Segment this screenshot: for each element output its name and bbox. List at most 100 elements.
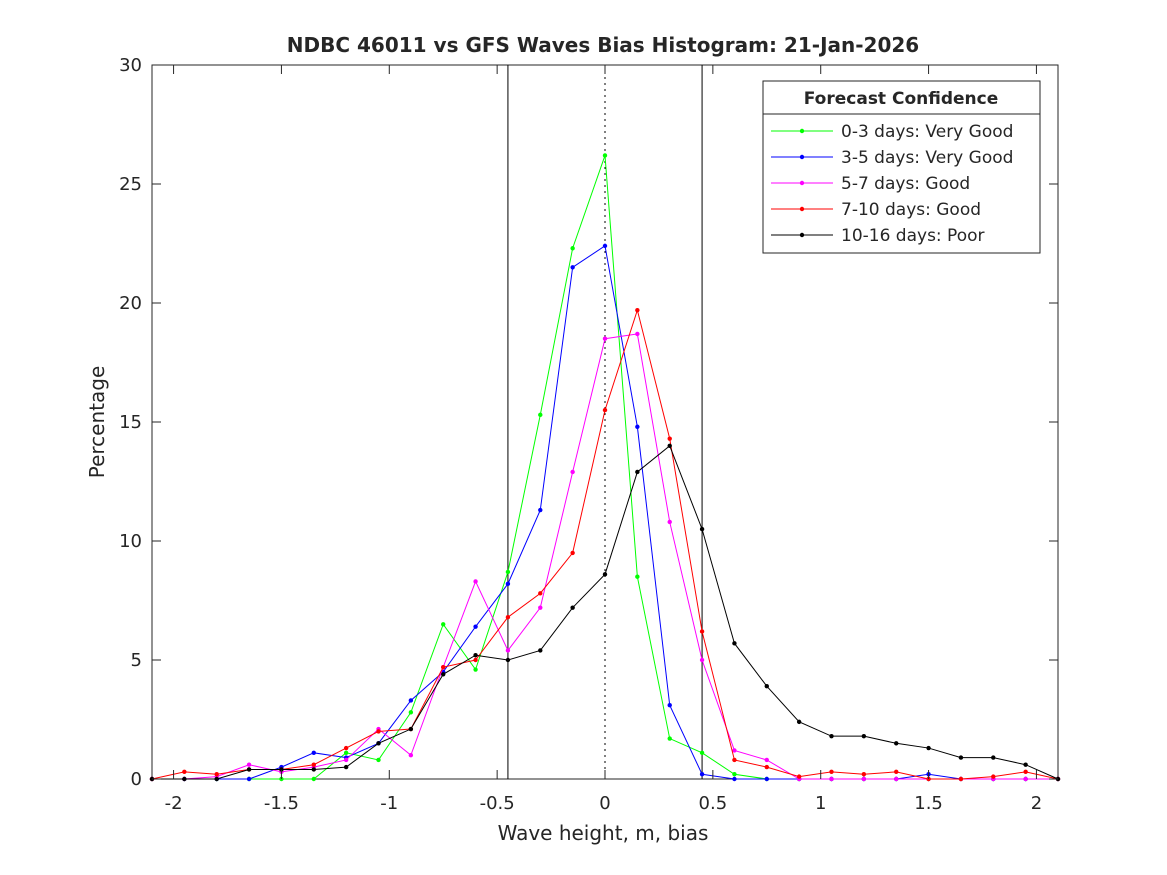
data-point [764, 764, 769, 770]
data-point [473, 624, 478, 629]
data-point [311, 776, 316, 782]
data-point [732, 757, 737, 763]
data-point [958, 776, 964, 782]
data-point [538, 648, 543, 653]
data-point [667, 519, 672, 525]
data-point [408, 698, 414, 703]
data-point [343, 764, 349, 770]
x-tick-label: 2 [1031, 793, 1042, 814]
y-tick-label: 5 [131, 650, 142, 671]
legend-label: 10-16 days: Poor [841, 226, 985, 246]
x-tick-label: 1 [815, 793, 826, 814]
x-tick-label: -1.5 [264, 793, 299, 814]
data-point [473, 653, 478, 658]
series-4 [149, 443, 1061, 782]
x-axis-label: Wave height, m, bias [498, 821, 709, 845]
legend-marker [799, 206, 805, 212]
data-point [246, 762, 252, 767]
y-axis-label: Percentage [85, 366, 109, 479]
legend-entry: 7-10 days: Good [771, 200, 981, 220]
legend-marker [799, 180, 805, 186]
x-tick-label: 1.5 [914, 793, 943, 814]
data-point [311, 762, 316, 767]
data-point [538, 591, 543, 596]
legend-box [762, 80, 1041, 254]
legend-label: 5-7 days: Good [841, 174, 970, 194]
x-tick-label: -2 [165, 793, 183, 814]
data-point [505, 648, 511, 653]
data-point [1023, 769, 1028, 775]
data-point [861, 776, 867, 782]
data-point [214, 772, 219, 777]
data-point [376, 741, 381, 746]
data-point [699, 750, 705, 756]
legend-label: 7-10 days: Good [841, 200, 981, 220]
y-tick-label: 25 [119, 174, 142, 195]
data-point [732, 748, 737, 753]
data-point [699, 526, 705, 532]
x-tick-label: -1 [380, 793, 398, 814]
data-point [505, 614, 511, 620]
y-tick-label: 30 [119, 55, 142, 76]
data-point [473, 667, 478, 672]
legend-marker [799, 128, 805, 134]
data-point [376, 729, 381, 734]
data-point [441, 622, 446, 627]
data-point [408, 710, 414, 715]
data-point [570, 550, 575, 556]
data-point [894, 741, 899, 746]
data-point [635, 574, 640, 579]
data-point [570, 265, 575, 270]
legend-entries: 0-3 days: Very Good 3-5 days: Very Good 5-… [771, 122, 1013, 246]
series-layer [149, 153, 1061, 782]
data-point [182, 769, 187, 775]
data-point [829, 776, 834, 782]
data-point [182, 776, 187, 782]
data-point [473, 579, 478, 584]
data-point [796, 774, 802, 779]
data-point [441, 672, 446, 677]
data-point [991, 774, 996, 779]
data-point [764, 776, 769, 782]
data-point [376, 757, 381, 763]
data-point [699, 772, 705, 777]
x-axis-ticks: -2 -1.5 -1 -0.5 0 0.5 1 1.5 2 [165, 65, 1042, 814]
data-point [667, 703, 672, 708]
data-point [343, 750, 349, 756]
data-point [408, 726, 414, 732]
legend-entry: 5-7 days: Good [771, 174, 970, 194]
data-point [991, 755, 996, 760]
data-point [1023, 762, 1028, 767]
data-point [602, 153, 608, 158]
data-point [602, 572, 608, 577]
data-point [829, 769, 834, 775]
data-point [732, 776, 737, 782]
data-point [602, 336, 608, 341]
y-axis-ticks: 0 5 10 15 20 25 30 [119, 55, 1058, 790]
data-point [602, 243, 608, 249]
legend-label: 0-3 days: Very Good [841, 122, 1013, 142]
data-point [635, 469, 640, 475]
y-tick-label: 20 [119, 293, 142, 314]
legend-entry: 10-16 days: Poor [771, 226, 985, 246]
data-point [602, 407, 608, 413]
legend-entry: 0-3 days: Very Good [771, 122, 1013, 142]
data-point [538, 605, 543, 610]
data-point [570, 469, 575, 475]
legend-marker [799, 232, 805, 238]
data-point [667, 436, 672, 441]
data-point [246, 767, 252, 772]
data-point [505, 657, 511, 663]
legend-entry: 3-5 days: Very Good [771, 148, 1013, 168]
data-point [635, 307, 640, 313]
legend-title: Forecast Confidence [804, 89, 999, 109]
data-point [408, 753, 414, 758]
data-point [764, 757, 769, 763]
legend-label: 3-5 days: Very Good [841, 148, 1013, 168]
x-tick-label: -0.5 [480, 793, 515, 814]
legend-marker [799, 154, 805, 160]
data-point [699, 657, 705, 663]
data-point [894, 769, 899, 775]
data-point [796, 719, 802, 725]
